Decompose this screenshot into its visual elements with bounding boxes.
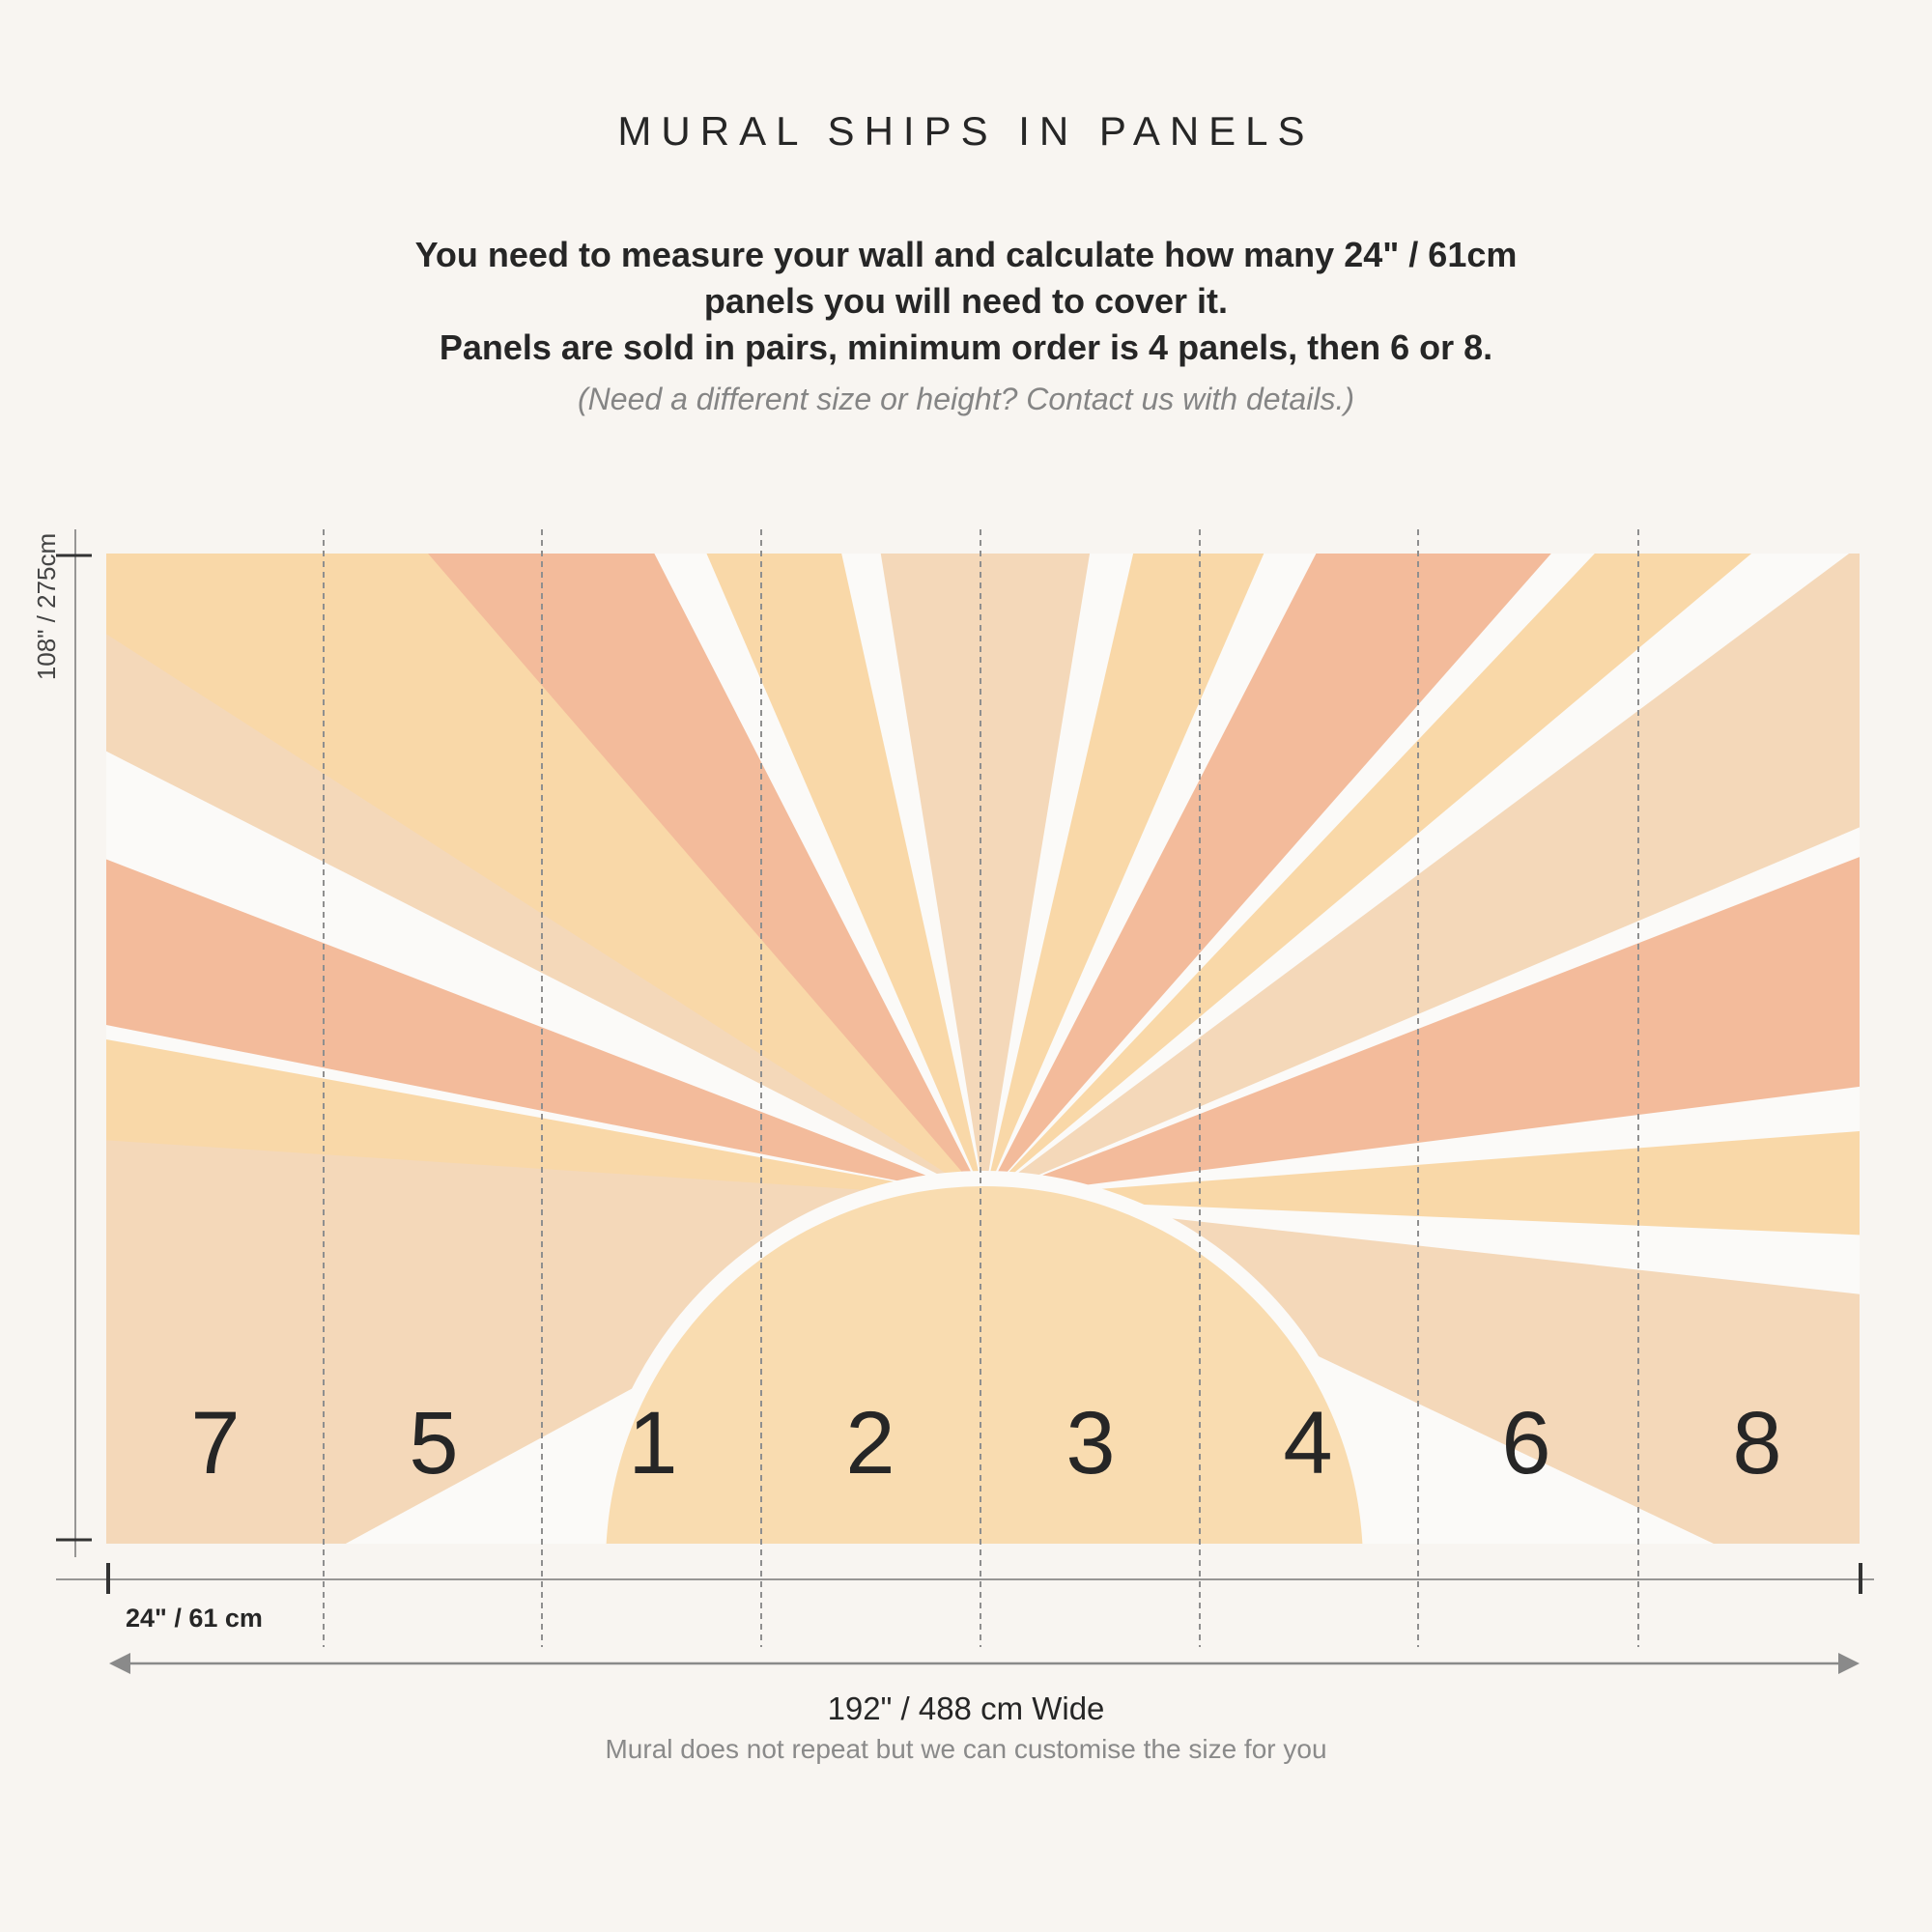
- ray: [106, 859, 984, 1198]
- ray: [880, 554, 1091, 1198]
- width-arrow: [109, 1653, 1860, 1674]
- panel-dividers: [323, 529, 1639, 1647]
- ray: [984, 554, 1264, 1198]
- panel-width-label: 24" / 61 cm: [126, 1604, 263, 1633]
- instruction-line-1: You need to measure your wall and calcul…: [414, 235, 1518, 274]
- sun: [606, 1186, 1363, 1544]
- panel-number: 2: [845, 1394, 895, 1492]
- panel-numbers: 7 5 1 2 3 4 6 8: [190, 1394, 1781, 1492]
- total-width-label: 192" / 488 cm Wide: [827, 1690, 1105, 1726]
- ray: [106, 554, 984, 1198]
- ray: [106, 1038, 984, 1198]
- height-indicator: [56, 529, 92, 1557]
- instruction-line-2: panels you will need to cover it.: [703, 281, 1229, 321]
- ray: [106, 1032, 984, 1198]
- panel-number: 4: [1283, 1394, 1332, 1492]
- page-title: MURAL SHIPS IN PANELS: [617, 108, 1315, 154]
- panel-number: 8: [1732, 1394, 1781, 1492]
- sun-rays: [106, 554, 1860, 1544]
- panel-number: 6: [1501, 1394, 1550, 1492]
- repeat-note: Mural does not repeat but we can customi…: [605, 1734, 1327, 1764]
- width-baseline: [56, 1563, 1874, 1594]
- ray: [984, 1130, 1860, 1236]
- ray: [984, 554, 1551, 1198]
- panel-number: 1: [628, 1394, 677, 1492]
- panel-number: 5: [409, 1394, 458, 1492]
- panel-number: 3: [1065, 1394, 1115, 1492]
- ray: [984, 554, 1752, 1198]
- contact-note: (Need a different size or height? Contac…: [578, 382, 1354, 416]
- ray: [270, 554, 984, 1198]
- ray: [984, 554, 1860, 1198]
- ray: [428, 554, 984, 1198]
- panel-number: 7: [190, 1394, 240, 1492]
- ray: [706, 554, 984, 1198]
- instruction-line-3: Panels are sold in pairs, minimum order …: [439, 327, 1493, 367]
- ray: [106, 1132, 984, 1544]
- ray: [984, 857, 1860, 1198]
